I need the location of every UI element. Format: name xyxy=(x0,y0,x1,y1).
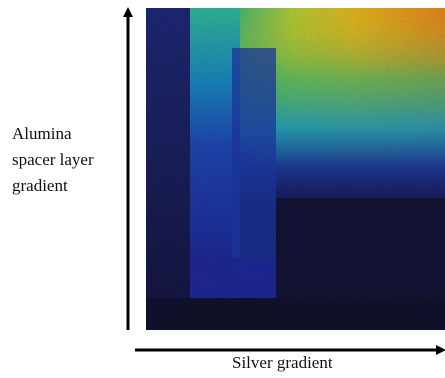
x-axis-label: Silver gradient xyxy=(232,353,333,372)
gradient-heatmap-image xyxy=(146,8,445,330)
y-axis-label-line3: gradient xyxy=(12,176,68,195)
heatmap-svg xyxy=(146,8,445,330)
y-axis-label-line2: spacer layer xyxy=(12,150,94,169)
y-axis-label: Alumina spacer layer gradient xyxy=(12,121,130,199)
y-axis-label-line1: Alumina xyxy=(12,124,72,143)
